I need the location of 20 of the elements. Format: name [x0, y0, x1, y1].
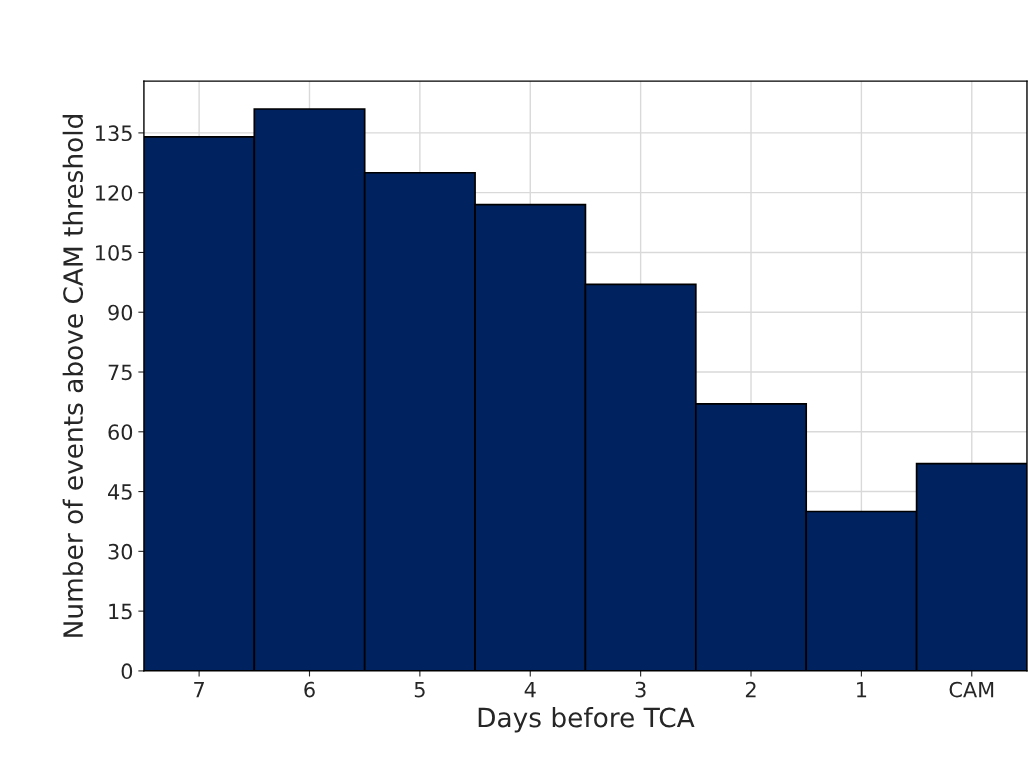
- x-tick-label: 3: [635, 681, 646, 698]
- y-tick-label: 120: [96, 185, 133, 201]
- x-tick-label: 7: [194, 681, 204, 698]
- y-axis-title: Number of events above CAM threshold: [62, 115, 84, 637]
- y-tick-label: 90: [108, 304, 133, 321]
- y-tick-label: 75: [108, 364, 132, 381]
- y-tick-label: 15: [109, 603, 132, 620]
- x-tick-label: 4: [524, 681, 536, 698]
- x-tick-label: 1: [857, 681, 867, 698]
- y-tick-label: 0: [121, 663, 133, 680]
- y-tick-label: 105: [96, 244, 132, 261]
- y-tick-label: 30: [108, 543, 133, 560]
- x-tick-label: 6: [304, 681, 315, 698]
- x-tick-label: 2: [745, 681, 756, 698]
- x-tick-label: CAM: [949, 681, 994, 698]
- x-tick-label: 5: [414, 681, 425, 698]
- y-tick-label: 60: [108, 424, 133, 440]
- y-tick-label: 135: [96, 125, 132, 142]
- x-axis-title: Days before TCA: [478, 707, 695, 733]
- y-tick-label: 45: [108, 484, 132, 500]
